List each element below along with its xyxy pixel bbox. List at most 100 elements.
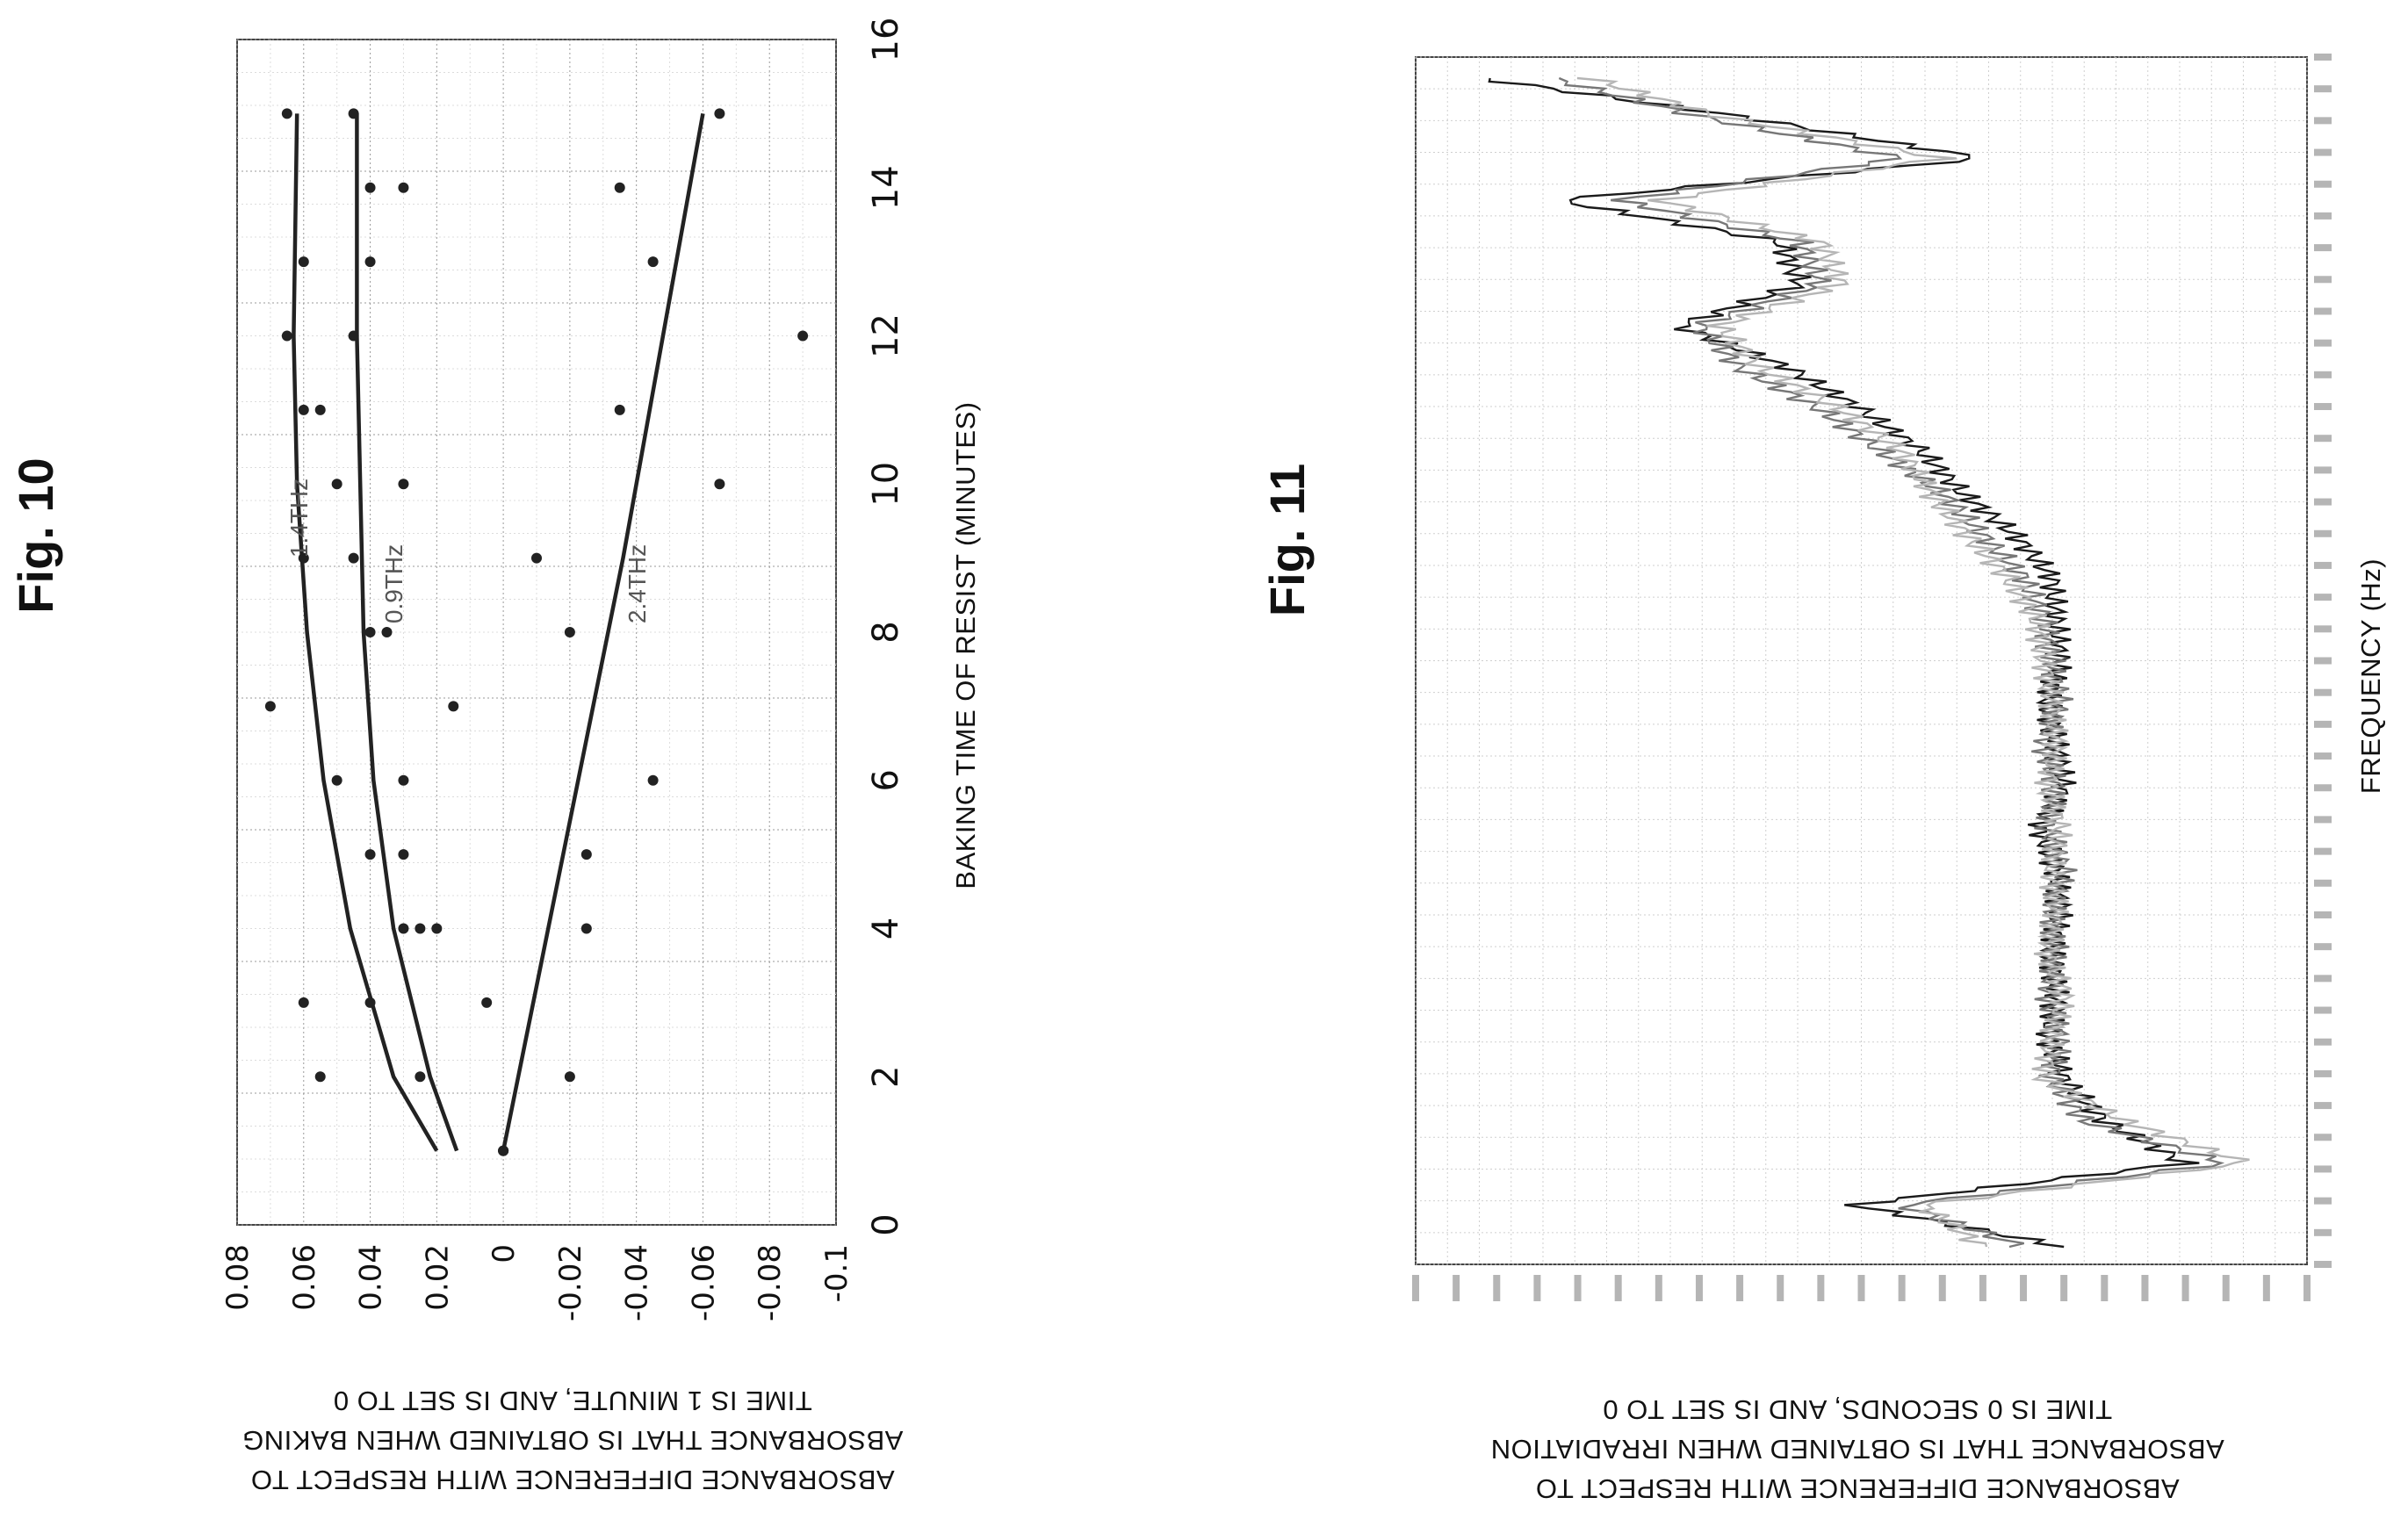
figure-10: Fig. 10 0.08 0.06 0.04 0.02 0 -0.02 -0.04 -0.06… — [8, 18, 981, 1495]
data-point — [281, 108, 292, 119]
y-tick-label: -0.1 — [819, 1244, 854, 1302]
x-tick-label: 12 — [866, 313, 906, 358]
data-point — [281, 330, 292, 342]
data-point — [398, 182, 409, 193]
y-tick-label: -0.08 — [753, 1244, 788, 1321]
y-tick-label: 0.04 — [354, 1244, 389, 1311]
data-point — [298, 552, 309, 564]
y-tick-mark — [2060, 1275, 2068, 1301]
data-point — [580, 849, 592, 860]
data-point — [364, 182, 376, 193]
x-tick-mark — [2314, 911, 2332, 918]
data-point — [298, 256, 309, 268]
data-point — [431, 923, 443, 934]
data-point — [564, 627, 575, 637]
x-tick-mark — [2314, 307, 2332, 315]
fig11-x-ticks — [2314, 54, 2332, 1268]
data-point — [298, 997, 309, 1008]
y-tick-mark — [1614, 1275, 1622, 1301]
y-tick-mark — [2101, 1275, 2109, 1301]
data-point — [348, 108, 359, 119]
x-tick-mark — [2314, 85, 2332, 93]
data-point — [314, 1071, 326, 1083]
y-tick-mark — [2222, 1275, 2230, 1301]
data-point — [331, 479, 342, 490]
data-point — [614, 404, 625, 415]
data-point — [364, 256, 376, 268]
fig10-series-label-2.4thz: 2.4THz — [624, 544, 651, 623]
data-point — [314, 404, 326, 415]
data-point — [348, 552, 359, 564]
fig10-x-ticks: 0 2 4 6 8 10 12 14 16 — [866, 18, 906, 1236]
x-tick-mark — [2314, 54, 2332, 61]
y-tick-mark — [1857, 1275, 1865, 1301]
data-point — [531, 552, 542, 564]
x-tick-label: 14 — [866, 165, 906, 210]
x-tick-mark — [2314, 657, 2332, 665]
data-point — [714, 479, 725, 490]
y-tick-label: 0.06 — [287, 1244, 322, 1311]
data-point — [398, 479, 409, 490]
y-tick-mark — [1695, 1275, 1703, 1301]
x-tick-mark — [2314, 752, 2332, 760]
x-tick-mark — [2314, 529, 2332, 537]
x-tick-mark — [2314, 625, 2332, 633]
x-tick-mark — [2314, 1134, 2332, 1141]
x-tick-mark — [2314, 784, 2332, 792]
fig10-trend-lines — [292, 113, 705, 1152]
data-point — [481, 997, 493, 1008]
x-tick-mark — [2314, 1102, 2332, 1110]
fig10-grid — [236, 39, 837, 1226]
fig10-x-axis-title: BAKING TIME OF RESIST (MINUTES) — [950, 401, 981, 889]
x-tick-mark — [2314, 435, 2332, 443]
y-tick-mark — [1898, 1275, 1906, 1301]
y-tick-mark — [1777, 1275, 1784, 1301]
y-tick-label: -0.04 — [620, 1244, 655, 1321]
data-point — [797, 330, 809, 342]
y-tick-mark — [2303, 1275, 2311, 1301]
x-tick-mark — [2314, 498, 2332, 506]
data-point — [298, 404, 309, 415]
spectrum-line — [1576, 76, 2250, 1248]
y-tick-mark — [1655, 1275, 1662, 1301]
trend-line — [292, 113, 439, 1152]
x-tick-mark — [2314, 561, 2332, 569]
x-tick-mark — [2314, 1165, 2332, 1173]
y-tick-mark — [2020, 1275, 2028, 1301]
x-tick-label: 8 — [866, 621, 906, 643]
x-tick-mark — [2314, 466, 2332, 474]
x-tick-label: 16 — [866, 18, 906, 62]
data-point — [331, 774, 342, 786]
x-tick-mark — [2314, 975, 2332, 983]
trend-line — [355, 113, 459, 1152]
x-tick-label: 0 — [866, 1213, 906, 1235]
y-tick-mark — [1817, 1275, 1825, 1301]
y-tick-label: -0.06 — [686, 1244, 721, 1321]
y-tick-mark — [1453, 1275, 1460, 1301]
fig11-x-axis-title: FREQUENCY (Hz) — [2355, 558, 2386, 794]
y-tick-mark — [1533, 1275, 1541, 1301]
data-point — [647, 774, 659, 786]
data-point — [364, 627, 376, 637]
data-point — [364, 849, 376, 860]
x-tick-mark — [2314, 403, 2332, 411]
fig10-series-label-0.9thz: 0.9THz — [380, 544, 407, 623]
data-point — [264, 701, 276, 712]
data-point — [564, 1071, 575, 1083]
data-point — [415, 1071, 426, 1083]
data-point — [398, 849, 409, 860]
x-tick-mark — [2314, 1228, 2332, 1236]
y-tick-mark — [2141, 1275, 2149, 1301]
data-point — [714, 108, 725, 119]
fig10-series-label-1.4thz: 1.4THz — [285, 479, 313, 558]
fig11-y-axis-title-line-3: TIME IS 0 SECONDS, AND IS SET TO 0 — [1603, 1394, 2112, 1425]
fig10-y-axis-title-line-1: ABSORBANCE DIFFERENCE WITH RESPECT TO — [250, 1465, 894, 1495]
x-tick-mark — [2314, 816, 2332, 824]
y-tick-mark — [1938, 1275, 1946, 1301]
x-tick-mark — [2314, 371, 2332, 378]
x-tick-mark — [2314, 1197, 2332, 1205]
y-tick-mark — [2262, 1275, 2270, 1301]
x-tick-mark — [2314, 720, 2332, 728]
fig10-y-ticks: 0.08 0.06 0.04 0.02 0 -0.02 -0.04 -0.06 -0.08 -0.… — [220, 1244, 854, 1321]
